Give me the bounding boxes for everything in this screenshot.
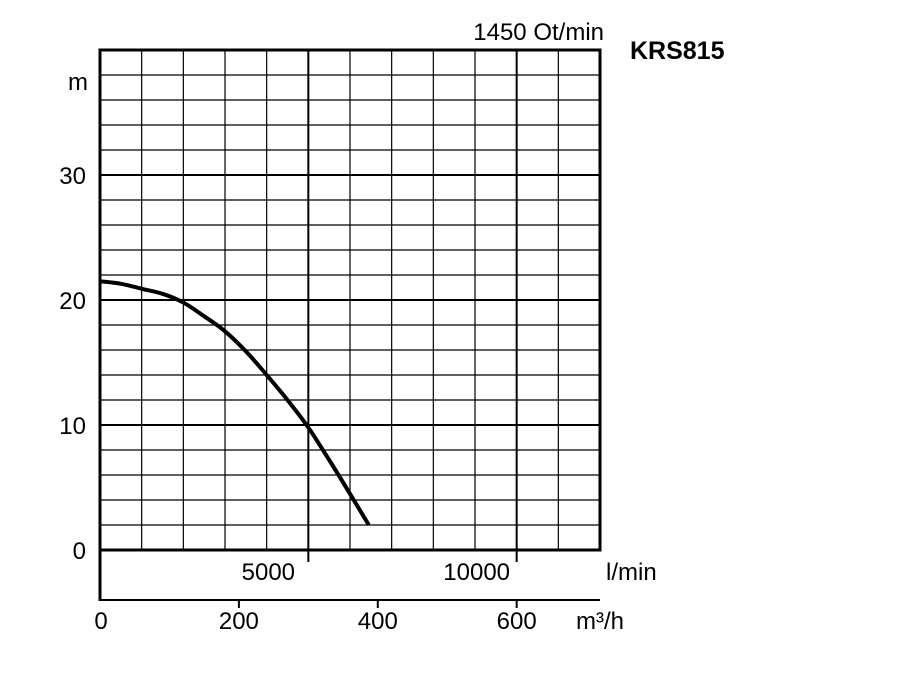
x-tick-label-m3h: 600	[497, 608, 537, 635]
curve-layer	[99, 279, 371, 527]
y-tick-label: 10	[59, 413, 86, 440]
pump-curve	[99, 279, 371, 527]
plot-border	[98, 48, 602, 552]
y-tick-label: 0	[73, 538, 86, 565]
grid	[100, 50, 600, 550]
model-title: KRS815	[630, 37, 725, 65]
labels-layer: 1450 Ot/min KRS815 m l/min m³/h 0 10 20 30 5…	[59, 19, 724, 635]
x-tick-label-lpm: 10000	[443, 559, 510, 586]
x-tick-label-lpm: 5000	[242, 559, 295, 586]
y-tick-label: 30	[59, 163, 86, 190]
x-axis-unit-m3h: m³/h	[576, 608, 624, 635]
x-axis-unit-lpm: l/min	[606, 559, 657, 586]
y-tick-label: 20	[59, 288, 86, 315]
x-tick-label-m3h: 400	[358, 608, 398, 635]
y-axis-unit: m	[68, 69, 88, 96]
x-tick-label-m3h: 200	[219, 608, 259, 635]
speed-label: 1450 Ot/min	[473, 19, 604, 46]
x-tick-label-m3h: 0	[94, 608, 107, 635]
chart-frame	[98, 48, 602, 608]
